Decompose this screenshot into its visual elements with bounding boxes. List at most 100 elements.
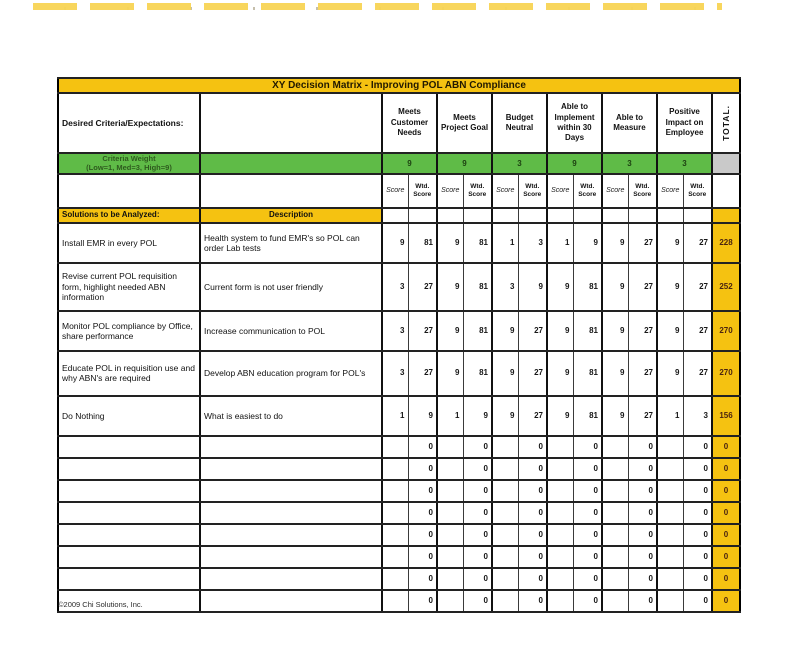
score-cell[interactable]: 9 (601, 221, 629, 264)
wtd-score-cell[interactable]: 0 (682, 588, 713, 613)
description-cell[interactable] (199, 478, 383, 503)
score-cell[interactable] (601, 522, 629, 547)
wtd-score-cell[interactable]: 27 (627, 394, 658, 437)
wtd-score-cell[interactable]: 0 (682, 544, 713, 569)
wtd-score-cell[interactable]: 27 (517, 309, 548, 352)
wtd-score-cell[interactable]: 0 (462, 478, 493, 503)
description-cell[interactable]: Develop ABN education program for POL's (199, 349, 383, 397)
wtd-score-cell[interactable]: 81 (462, 349, 493, 397)
wtd-score-cell[interactable]: 0 (462, 456, 493, 481)
wtd-score-cell[interactable]: 0 (407, 456, 438, 481)
solution-cell[interactable] (57, 544, 201, 569)
description-cell[interactable] (199, 588, 383, 613)
solution-cell[interactable] (57, 456, 201, 481)
description-cell[interactable] (199, 434, 383, 459)
score-cell[interactable]: 9 (601, 309, 629, 352)
wtd-score-cell[interactable]: 0 (462, 544, 493, 569)
score-cell[interactable] (436, 478, 464, 503)
score-cell[interactable]: 1 (381, 394, 409, 437)
score-cell[interactable]: 9 (656, 349, 684, 397)
score-cell[interactable] (546, 456, 574, 481)
wtd-score-cell[interactable]: 0 (572, 478, 603, 503)
wtd-score-cell[interactable]: 0 (572, 544, 603, 569)
score-cell[interactable] (436, 588, 464, 613)
wtd-score-cell[interactable]: 0 (407, 500, 438, 525)
score-cell[interactable] (656, 478, 684, 503)
description-cell[interactable]: Health system to fund EMR's so POL can o… (199, 221, 383, 264)
wtd-score-cell[interactable]: 27 (682, 221, 713, 264)
wtd-score-cell[interactable]: 0 (517, 544, 548, 569)
wtd-score-cell[interactable]: 0 (407, 478, 438, 503)
wtd-score-cell[interactable]: 0 (682, 456, 713, 481)
score-cell[interactable]: 9 (546, 349, 574, 397)
wtd-score-cell[interactable]: 81 (407, 221, 438, 264)
solution-cell[interactable] (57, 522, 201, 547)
score-cell[interactable] (656, 456, 684, 481)
score-cell[interactable]: 9 (546, 394, 574, 437)
weight-cell[interactable]: 9 (381, 152, 438, 175)
description-cell[interactable] (199, 500, 383, 525)
score-cell[interactable] (601, 500, 629, 525)
score-cell[interactable]: 9 (491, 309, 519, 352)
wtd-score-cell[interactable]: 0 (572, 588, 603, 613)
wtd-score-cell[interactable]: 27 (682, 349, 713, 397)
wtd-score-cell[interactable]: 27 (627, 221, 658, 264)
score-cell[interactable] (601, 566, 629, 591)
score-cell[interactable] (546, 434, 574, 459)
score-cell[interactable] (381, 434, 409, 459)
score-cell[interactable] (436, 522, 464, 547)
wtd-score-cell[interactable]: 0 (517, 588, 548, 613)
score-cell[interactable] (546, 544, 574, 569)
score-cell[interactable]: 3 (491, 261, 519, 312)
wtd-score-cell[interactable]: 0 (517, 456, 548, 481)
description-cell[interactable] (199, 566, 383, 591)
wtd-score-cell[interactable]: 27 (407, 261, 438, 312)
weight-cell[interactable]: 3 (491, 152, 548, 175)
wtd-score-cell[interactable]: 0 (627, 544, 658, 569)
wtd-score-cell[interactable]: 0 (682, 434, 713, 459)
score-cell[interactable] (491, 544, 519, 569)
wtd-score-cell[interactable]: 0 (627, 566, 658, 591)
wtd-score-cell[interactable]: 9 (407, 394, 438, 437)
wtd-score-cell[interactable]: 0 (682, 566, 713, 591)
total-cell[interactable]: 156 (710, 394, 741, 437)
score-cell[interactable]: 9 (436, 309, 464, 352)
wtd-score-cell[interactable]: 0 (627, 522, 658, 547)
wtd-score-cell[interactable]: 27 (627, 349, 658, 397)
description-cell[interactable] (199, 522, 383, 547)
wtd-score-cell[interactable]: 81 (462, 261, 493, 312)
wtd-score-cell[interactable]: 81 (572, 309, 603, 352)
score-cell[interactable] (656, 544, 684, 569)
score-cell[interactable]: 9 (436, 261, 464, 312)
wtd-score-cell[interactable]: 0 (682, 522, 713, 547)
wtd-score-cell[interactable]: 9 (572, 221, 603, 264)
score-cell[interactable] (381, 566, 409, 591)
score-cell[interactable] (436, 456, 464, 481)
wtd-score-cell[interactable]: 27 (407, 349, 438, 397)
solution-cell[interactable] (57, 500, 201, 525)
wtd-score-cell[interactable]: 0 (572, 500, 603, 525)
score-cell[interactable] (491, 522, 519, 547)
wtd-score-cell[interactable]: 0 (462, 522, 493, 547)
score-cell[interactable] (601, 456, 629, 481)
wtd-score-cell[interactable]: 9 (517, 261, 548, 312)
wtd-score-cell[interactable]: 0 (627, 456, 658, 481)
wtd-score-cell[interactable]: 27 (627, 309, 658, 352)
wtd-score-cell[interactable]: 27 (407, 309, 438, 352)
wtd-score-cell[interactable]: 0 (407, 434, 438, 459)
score-cell[interactable] (601, 434, 629, 459)
wtd-score-cell[interactable]: 0 (462, 434, 493, 459)
score-cell[interactable] (491, 434, 519, 459)
wtd-score-cell[interactable]: 0 (517, 478, 548, 503)
total-cell[interactable]: 252 (710, 261, 741, 312)
wtd-score-cell[interactable]: 0 (572, 522, 603, 547)
wtd-score-cell[interactable]: 81 (462, 221, 493, 264)
weight-cell[interactable]: 3 (601, 152, 658, 175)
score-cell[interactable]: 9 (491, 349, 519, 397)
score-cell[interactable] (656, 434, 684, 459)
description-cell[interactable]: What is easiest to do (199, 394, 383, 437)
wtd-score-cell[interactable]: 0 (572, 434, 603, 459)
score-cell[interactable] (546, 588, 574, 613)
score-cell[interactable] (491, 588, 519, 613)
score-cell[interactable]: 1 (436, 394, 464, 437)
